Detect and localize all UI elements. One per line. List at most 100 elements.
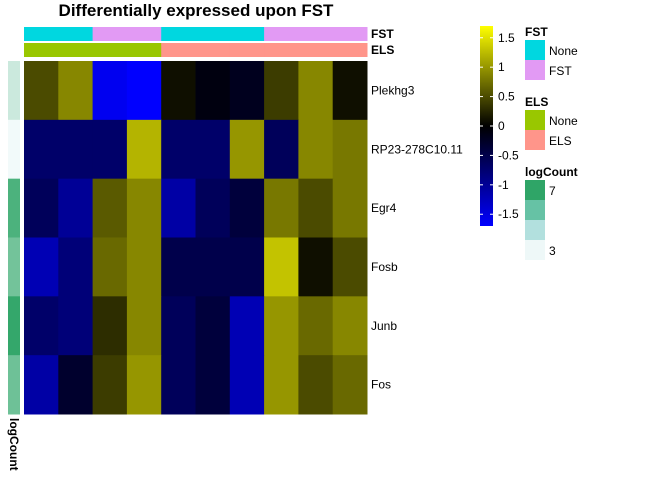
heatmap-cell: [229, 61, 265, 121]
annotation-els-cell: [332, 43, 368, 57]
heatmap-cell: [332, 355, 368, 415]
heatmap-cell: [92, 296, 128, 356]
heatmap-cell: [126, 237, 162, 297]
heatmap-cells: [24, 61, 368, 415]
annotation-fst-cell: [264, 27, 299, 41]
heatmap-cell: [229, 296, 265, 356]
annotation-fst-cell: [229, 27, 265, 41]
heatmap-cell: [24, 237, 59, 297]
annotation-els-cell: [24, 43, 59, 57]
heatmap-cell: [161, 178, 196, 238]
heatmap-cell: [229, 355, 265, 415]
heatmap-cell: [332, 237, 368, 297]
color-scale-tick-label: -0.5: [498, 148, 519, 162]
heatmap-cell: [264, 355, 299, 415]
heatmap-cell: [24, 61, 59, 121]
heatmap-cell: [332, 178, 368, 238]
heatmap-cell: [92, 178, 128, 238]
annotation-els-cell: [92, 43, 128, 57]
heatmap-cell: [332, 296, 368, 356]
legend-label: None: [549, 114, 578, 128]
heatmap-cell: [229, 119, 265, 180]
row-annotation-label: logCount: [7, 418, 21, 471]
row-annotation-cell: [8, 296, 20, 356]
heatmap-cell: [58, 178, 94, 238]
legend-swatch: [525, 110, 545, 130]
legend-gradient-step: [525, 220, 545, 240]
heatmap-cell: [161, 355, 196, 415]
legend-swatch: [525, 130, 545, 150]
legend-swatch: [525, 60, 545, 80]
annotation-fst-cell: [126, 27, 162, 41]
annotation-els-cell: [126, 43, 162, 57]
color-scale-ticks: 1.5 1 0.5 0 -0.5 -1 -1.5: [480, 31, 519, 221]
heatmap-cell: [298, 119, 334, 180]
heatmap-cell: [24, 355, 59, 415]
legend-label: None: [549, 44, 578, 58]
chart-title: Differentially expressed upon FST: [59, 1, 335, 20]
annotation-label-fst: FST: [371, 27, 394, 41]
heatmap-cell: [24, 178, 59, 238]
heatmap-cell: [24, 296, 59, 356]
annotation-fst-cell: [332, 27, 368, 41]
legend-title: FST: [525, 25, 548, 39]
annotation-els-cell: [161, 43, 196, 57]
annotation-fst-cell: [195, 27, 231, 41]
heatmap-cell: [264, 237, 299, 297]
heatmap-cell: [195, 178, 231, 238]
heatmap-cell: [126, 61, 162, 121]
column-annotation-bars: [24, 27, 368, 57]
heatmap-cell: [298, 178, 334, 238]
annotation-fst-cell: [161, 27, 196, 41]
row-label: Fosb: [371, 260, 398, 274]
color-scale-tick-label: 0.5: [498, 90, 515, 104]
annotation-els-cell: [58, 43, 94, 57]
heatmap-cell: [195, 61, 231, 121]
row-annotation-cell: [8, 61, 20, 121]
heatmap-cell: [92, 355, 128, 415]
heatmap-cell: [229, 237, 265, 297]
legend-title: ELS: [525, 95, 548, 109]
row-label: Junb: [371, 319, 397, 333]
heatmap-cell: [161, 237, 196, 297]
heatmap-cell: [264, 178, 299, 238]
legend-swatch: [525, 40, 545, 60]
row-annotation-cell: [8, 355, 20, 415]
heatmap-cell: [298, 237, 334, 297]
legend-gradient-step: [525, 240, 545, 260]
color-scale-tick-label: 1.5: [498, 31, 515, 45]
heatmap-cell: [332, 61, 368, 121]
annotation-fst-cell: [58, 27, 94, 41]
legend-label: ELS: [549, 134, 572, 148]
row-label: Egr4: [371, 201, 397, 215]
heatmap-cell: [58, 237, 94, 297]
heatmap-cell: [298, 61, 334, 121]
legend-gradient-step: [525, 180, 545, 200]
heatmap-cell: [195, 355, 231, 415]
row-annotation-cell: [8, 119, 20, 180]
heatmap-cell: [58, 119, 94, 180]
heatmap-cell: [58, 355, 94, 415]
annotation-els-cell: [264, 43, 299, 57]
row-annotation-cell: [8, 237, 20, 297]
heatmap-cell: [92, 237, 128, 297]
heatmap-cell: [195, 296, 231, 356]
heatmap-cell: [161, 296, 196, 356]
color-scale-tick-label: 1: [498, 60, 505, 74]
annotation-els-cell: [298, 43, 334, 57]
heatmap-cell: [58, 61, 94, 121]
row-label: Fos: [371, 378, 391, 392]
heatmap-cell: [58, 296, 94, 356]
legend-gradient-step: [525, 200, 545, 220]
heatmap-cell: [195, 237, 231, 297]
annotation-label-els: ELS: [371, 43, 394, 57]
color-scale-tick-label: -1: [498, 178, 509, 192]
heatmap-cell: [126, 119, 162, 180]
heatmap-cell: [161, 61, 196, 121]
color-scale-bar: [480, 26, 493, 226]
heatmap-cell: [229, 178, 265, 238]
heatmap-cell: [92, 61, 128, 121]
heatmap-cell: [298, 355, 334, 415]
heatmap-cell: [92, 119, 128, 180]
